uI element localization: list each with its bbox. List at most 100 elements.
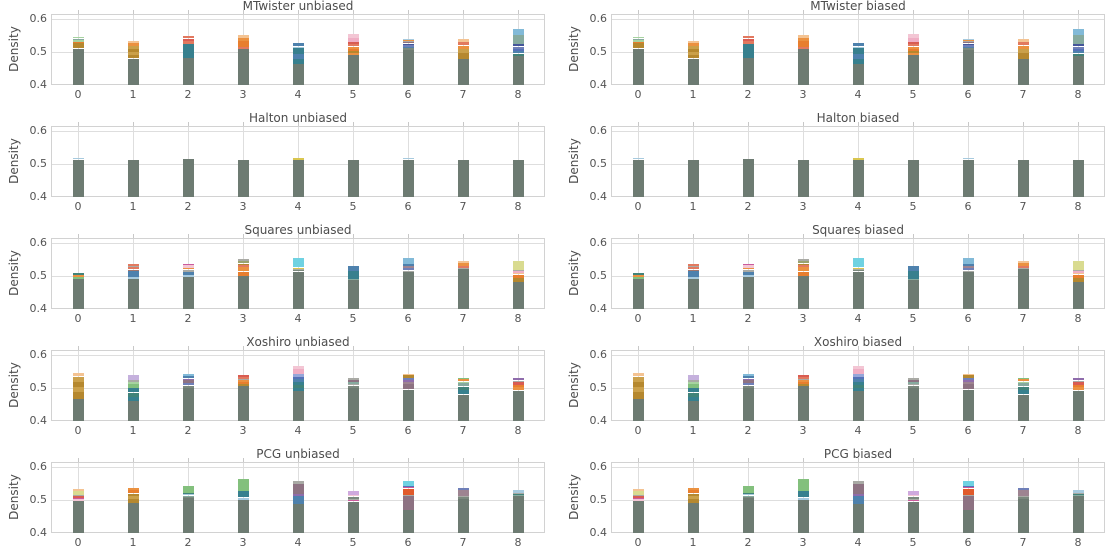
y-tick-label: 0.4: [29, 302, 48, 315]
bar-segment-palegreen: [458, 381, 469, 384]
bar-segment-yellow: [853, 267, 864, 270]
bar-segment-magenta: [348, 500, 359, 502]
x-tick-label: 5: [909, 88, 917, 101]
top-tick-mark: [78, 346, 79, 350]
bar-segment-base: [293, 504, 304, 533]
bar-segment-grayseg: [798, 378, 809, 381]
bar-segment-teal2: [513, 493, 524, 495]
x-tick-label: 7: [1019, 312, 1027, 325]
x-tick-label: 0: [634, 200, 642, 213]
top-tick-mark: [858, 346, 859, 350]
bar-segment-base: [293, 159, 304, 197]
bar-segment-base: [633, 500, 644, 533]
bar-segment-orange: [458, 379, 469, 382]
bar-segment-red: [798, 374, 809, 378]
bar-segment-steelblue: [513, 51, 524, 54]
x-tick-label: 6: [964, 424, 972, 437]
x-tick-label: 1: [689, 536, 697, 549]
bar-segment-base: [293, 391, 304, 421]
bar-segment-olive: [798, 261, 809, 264]
x-tick-label: 0: [74, 88, 82, 101]
bar-segment-base: [1073, 390, 1084, 421]
top-tick-mark: [463, 122, 464, 126]
bar-segment-base2: [853, 270, 864, 272]
bar-segment-salmon: [688, 267, 699, 270]
bar-segment-gold: [963, 374, 974, 379]
bar-segment-steelblue: [743, 376, 754, 379]
bar-segment-seagreen: [1018, 383, 1029, 387]
x-tick-label: 4: [294, 200, 302, 213]
bar-segment-base: [513, 390, 524, 421]
top-tick-mark: [518, 458, 519, 462]
top-tick-mark: [243, 458, 244, 462]
x-tick-label: 8: [1074, 200, 1082, 213]
bar-segment-orange: [183, 268, 194, 270]
bar-segment-base: [963, 159, 974, 197]
bar-segment-lightblue: [688, 277, 699, 280]
bar-segment-base: [183, 276, 194, 309]
top-tick-mark: [748, 10, 749, 14]
bar-segment-orange2: [633, 41, 644, 43]
x-tick-label: 6: [404, 536, 412, 549]
bar-segment-peach: [128, 41, 139, 43]
bar-segment-mauve: [403, 42, 414, 44]
top-tick-mark: [968, 346, 969, 350]
bar-segment-slateblue: [963, 268, 974, 271]
bar-segment-grayseg: [73, 494, 84, 497]
subplot-pcg-unbiased: PCG unbiased Density 0.4 0.5 0.6 0 1 2 3 4 5 6 7 8: [0, 448, 560, 560]
bar-segment-magenta: [963, 487, 974, 489]
bar-segment-pinklight: [908, 33, 919, 39]
bar-segment-slateblue: [403, 268, 414, 271]
bar-segment-gold2: [128, 51, 139, 55]
bar-segment-pinklight: [348, 495, 359, 497]
bar-segment-base: [633, 159, 644, 197]
bar-segment-gold: [1073, 277, 1084, 282]
y-tick-label: 0.6: [29, 236, 48, 249]
bar-segment-steelblue: [293, 378, 304, 382]
top-tick-mark: [1023, 10, 1024, 14]
x-tick-label: 6: [404, 200, 412, 213]
bar-segment-base: [798, 48, 809, 85]
bar-segment-base: [348, 55, 359, 85]
bar-segment-teal2: [633, 272, 644, 275]
bar-segment-base: [513, 159, 524, 197]
top-tick-mark: [858, 234, 859, 238]
bar-segment-steelblue: [908, 266, 919, 271]
bar-segment-teal: [293, 48, 304, 54]
bar-segment-grayseg: [403, 270, 414, 273]
x-tick-label: 3: [799, 424, 807, 437]
bar-segment-base: [1073, 159, 1084, 197]
bar-segment-pinklight: [633, 499, 644, 501]
bar-segment-grayseg: [963, 41, 974, 43]
bar-segment-teal2: [1073, 493, 1084, 495]
bar-segment-salmon: [238, 46, 249, 49]
subplot-halton-unbiased: Halton unbiased Density 0.4 0.5 0.6 0 1 2 3 4 5 6 7 8: [0, 112, 560, 224]
x-tick-label: 2: [184, 200, 192, 213]
bar-segment-lavender: [128, 375, 139, 380]
subplot-squares-unbiased: Squares unbiased Density 0.4 0.5 0.6 0 1 2 3 4 5 6 7…: [0, 224, 560, 336]
x-tick-label: 5: [349, 312, 357, 325]
bar-segment-orange: [798, 267, 809, 272]
bar-segment-base: [1073, 56, 1084, 85]
bar-segment-mauve: [963, 383, 974, 390]
bar-segment-gold: [688, 499, 699, 504]
bar-segment-base: [853, 504, 864, 533]
bar-segment-steelblue: [293, 53, 304, 59]
top-tick-mark: [1023, 122, 1024, 126]
bar-segment-base: [688, 401, 699, 421]
bar-segment-grayseg: [1018, 267, 1029, 270]
bar-segment-base: [128, 401, 139, 421]
y-tick-label: 0.6: [589, 236, 608, 249]
bar-segment-slateblue: [963, 44, 974, 47]
top-tick-mark: [693, 346, 694, 350]
bar-segment-lightblue: [183, 494, 194, 496]
bar-segment-base: [73, 48, 84, 85]
bar-segment-base2: [743, 385, 754, 388]
bar-segment-seagreen: [348, 381, 359, 384]
bar-segment-teal: [1018, 389, 1029, 395]
bar-segment-blue: [963, 485, 974, 488]
x-tick-label: 2: [184, 312, 192, 325]
x-tick-label: 8: [514, 536, 522, 549]
bar-segment-base: [238, 275, 249, 309]
bar-segment-teal2: [293, 384, 304, 388]
